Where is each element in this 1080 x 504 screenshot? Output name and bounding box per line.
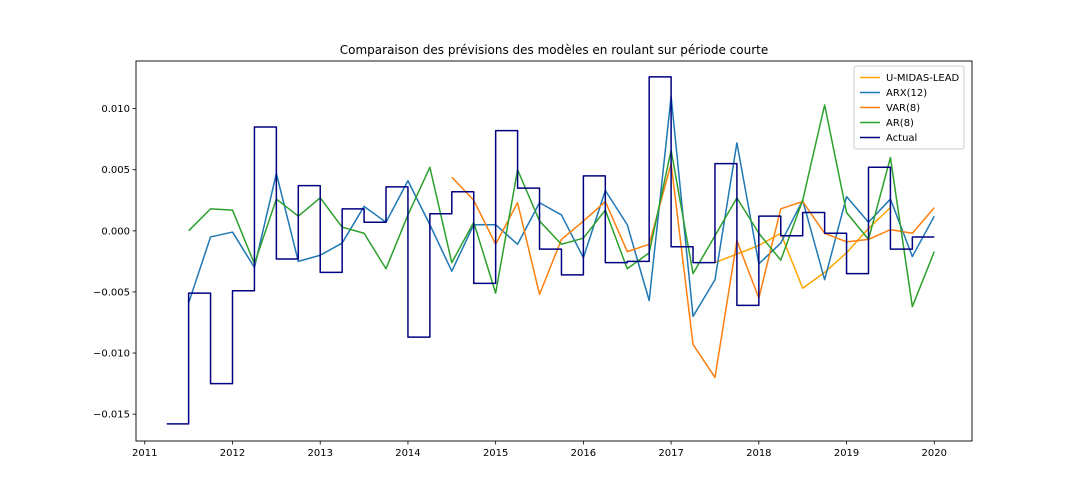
plot-frame (135, 60, 973, 442)
legend-label: ARX(12) (886, 88, 927, 99)
x-tick-label: 2017 (658, 448, 683, 459)
legend-label: AR(8) (886, 118, 914, 129)
series-layer (166, 76, 935, 425)
legend-box (853, 65, 965, 150)
legend-label: U-MIDAS-LEAD (886, 73, 960, 84)
y-tick-label: −0.010 (93, 349, 130, 360)
x-axis: 2011 2012 2013 2014 2015 2016 2017 2018 2019 2020 (132, 441, 947, 459)
x-tick-label: 2016 (571, 448, 596, 459)
y-tick-label: 0.005 (101, 165, 130, 176)
y-tick-label: −0.015 (93, 410, 130, 421)
legend-label: Actual (886, 133, 917, 144)
y-tick-label: 0.010 (101, 104, 130, 115)
x-tick-label: 2012 (220, 448, 245, 459)
series-line-arx-12 (187, 95, 935, 318)
x-tick-label: 2015 (483, 448, 508, 459)
x-tick-label: 2013 (307, 448, 332, 459)
series-line-var-8 (451, 162, 935, 379)
chart-title: Comparaison des prévisions des modèles e… (340, 43, 769, 57)
y-tick-label: 0.000 (101, 226, 130, 237)
x-tick-label: 2011 (132, 448, 157, 459)
legend-label: VAR(8) (886, 103, 920, 114)
x-tick-label: 2020 (922, 448, 947, 459)
series-line-ar-8 (188, 104, 935, 308)
y-axis: −0.015 −0.010 −0.005 0.000 0.005 0.010 (93, 104, 136, 421)
x-tick-label: 2018 (746, 448, 771, 459)
axes-layer (135, 60, 973, 442)
series-line-u-midas-lead (714, 207, 891, 290)
series-line-actual (166, 76, 935, 425)
x-tick-label: 2019 (834, 448, 859, 459)
y-tick-label: −0.005 (93, 287, 130, 298)
x-tick-label: 2014 (395, 448, 420, 459)
legend: U-MIDAS-LEAD ARX(12) VAR(8) AR(8) Actual (853, 65, 965, 150)
